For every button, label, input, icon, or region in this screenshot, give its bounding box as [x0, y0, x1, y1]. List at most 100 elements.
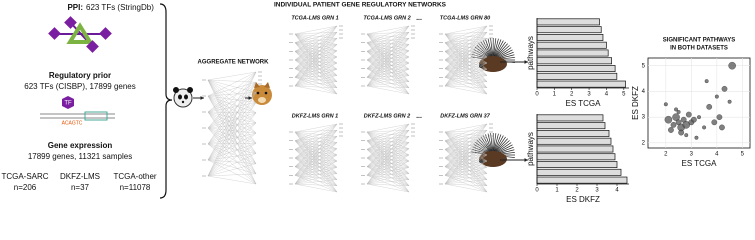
edge [294, 173, 338, 185]
edge [366, 51, 410, 64]
edge [444, 167, 488, 185]
edge [444, 123, 488, 133]
edge [294, 140, 338, 143]
edge [294, 136, 338, 141]
edge [207, 79, 257, 113]
edge [444, 160, 488, 167]
point [663, 102, 668, 107]
edge [294, 69, 338, 87]
puma-icon [252, 82, 272, 105]
edge [444, 136, 488, 185]
edge [444, 42, 488, 45]
edge [366, 50, 410, 69]
grn-label: DKFZ-LMS GRN 1 [292, 113, 338, 119]
edge [366, 142, 410, 176]
edge [207, 92, 257, 177]
x-tick-label: 0 [535, 92, 539, 98]
edge [444, 123, 488, 150]
edge [444, 154, 488, 159]
edge [444, 123, 488, 141]
edge [444, 38, 488, 52]
edge [444, 140, 488, 143]
y-tick-label: 5 [642, 63, 646, 69]
edge [207, 122, 257, 129]
point [670, 122, 677, 128]
edge [294, 149, 338, 162]
edge [294, 136, 338, 176]
bar [536, 26, 602, 34]
edge [444, 148, 488, 185]
edge [366, 123, 410, 185]
edge [444, 75, 488, 87]
edge [366, 32, 410, 87]
edge [207, 102, 257, 177]
edge [207, 111, 257, 164]
edge [207, 112, 257, 129]
edge [294, 25, 338, 61]
edge [294, 148, 338, 159]
grn-label: TCGA-LMS GRN 2 [363, 15, 410, 21]
x-tick-label: 2 [570, 92, 574, 98]
edge [294, 33, 338, 51]
edge [294, 179, 338, 185]
edge [294, 38, 338, 43]
edge [207, 122, 257, 145]
edge [366, 131, 410, 156]
cohort-n: n=37 [71, 183, 90, 192]
edge [294, 131, 338, 149]
edge [444, 160, 488, 176]
edge [444, 130, 488, 150]
point [704, 79, 709, 84]
edge [207, 127, 257, 185]
edge [207, 175, 257, 185]
edge [294, 130, 338, 159]
bar [536, 72, 618, 80]
y-axis-label: pathways [526, 36, 535, 70]
edge [294, 44, 338, 61]
edge [366, 130, 410, 150]
edge [366, 123, 410, 150]
edge [366, 33, 410, 64]
edge [207, 143, 257, 145]
edge [444, 148, 488, 159]
edge [366, 131, 410, 137]
edge [366, 148, 410, 159]
x-tick-label: 3 [690, 152, 694, 158]
scatter-title: IN BOTH DATASETS [670, 46, 728, 52]
edge [444, 42, 488, 64]
edge [444, 44, 488, 61]
edge [444, 173, 488, 185]
edge [294, 183, 338, 193]
point [674, 107, 678, 112]
edge [294, 131, 338, 137]
grn-label: TCGA-LMS GRN 1 [291, 15, 338, 21]
x-tick-label: 3 [587, 92, 591, 98]
edge [294, 131, 338, 156]
edge [294, 130, 338, 141]
cohort-n: n=206 [14, 183, 37, 192]
edge [366, 160, 410, 176]
edge [444, 68, 488, 70]
bar [536, 65, 616, 72]
edge [366, 38, 410, 43]
edge [207, 111, 257, 185]
edge [207, 95, 257, 124]
edge [444, 85, 488, 95]
edge [444, 33, 488, 39]
edge [294, 140, 338, 149]
edge [444, 142, 488, 150]
edge [366, 140, 410, 156]
edge [207, 95, 257, 174]
edge [366, 59, 410, 64]
edge [444, 131, 488, 143]
point [716, 114, 723, 120]
edge [294, 32, 338, 78]
edge [294, 142, 338, 150]
edge [294, 62, 338, 69]
edge [207, 71, 257, 97]
edge [444, 123, 488, 159]
point [691, 116, 697, 123]
edge [444, 142, 488, 167]
edge [366, 136, 410, 167]
edge [207, 71, 257, 129]
